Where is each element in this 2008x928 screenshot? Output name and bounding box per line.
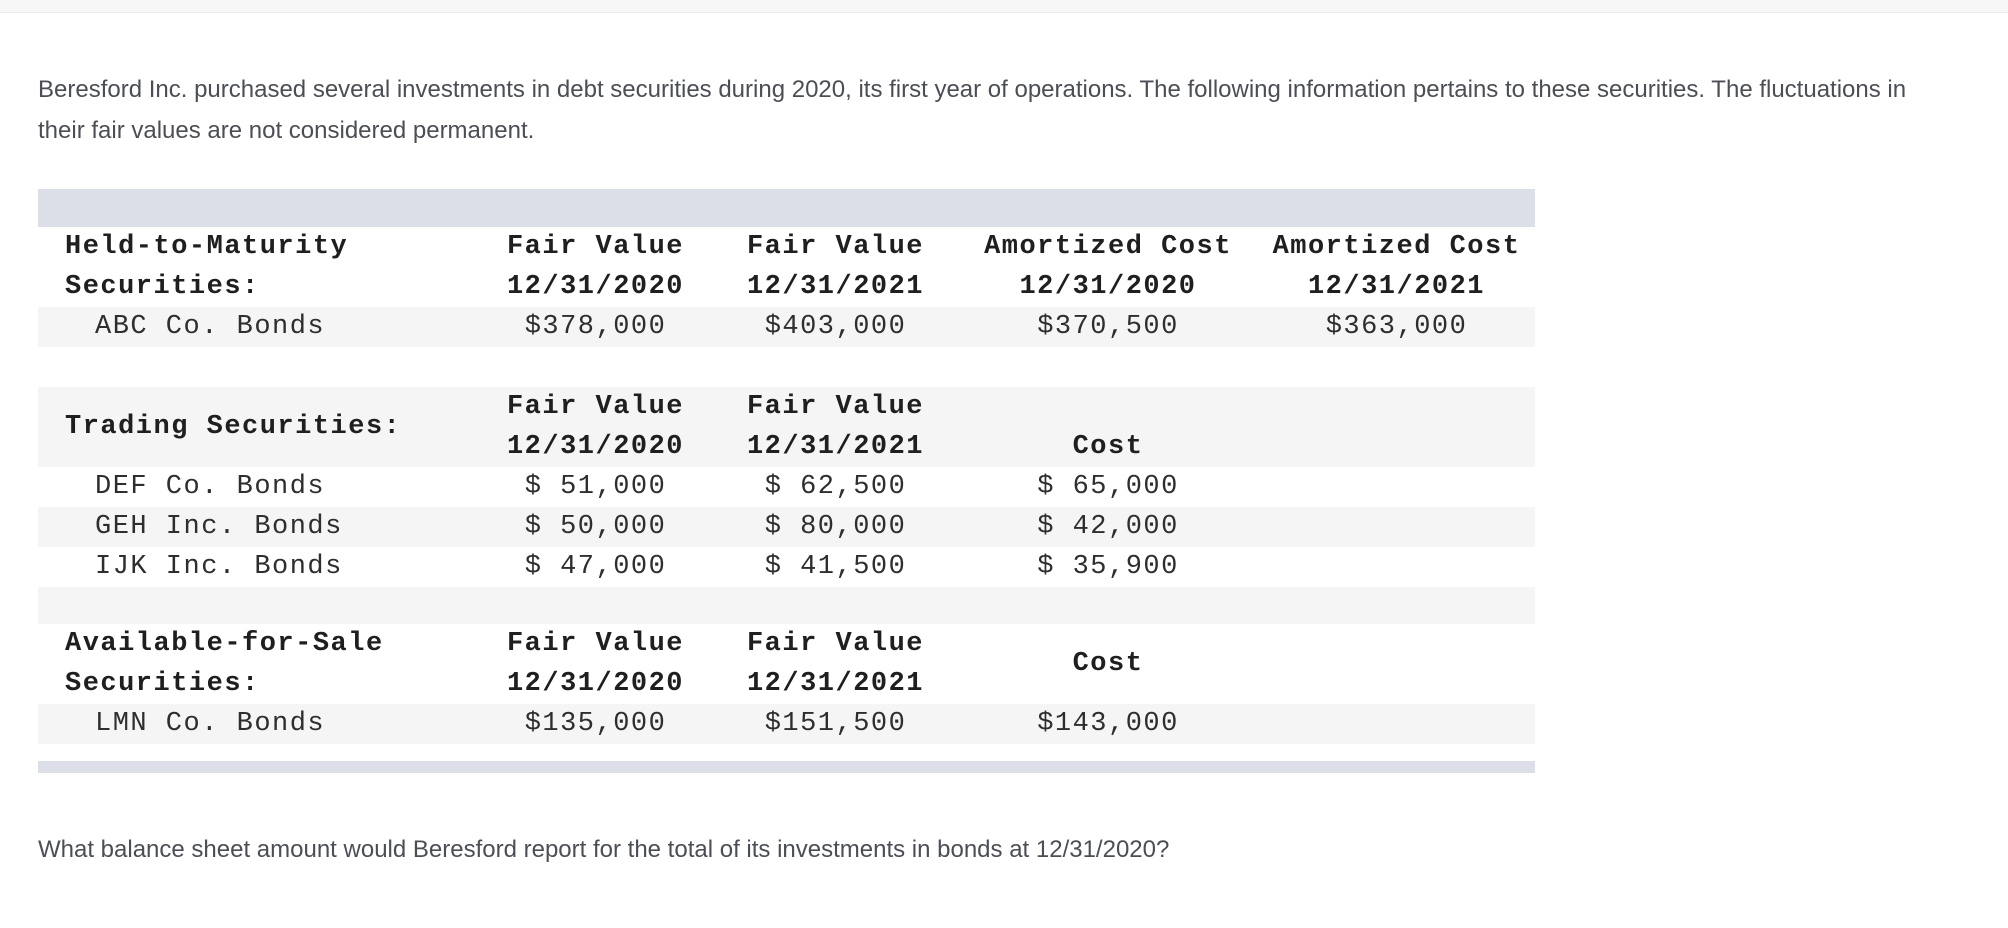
trading-header-row: Trading Securities: Fair Value 12/31/202…	[38, 387, 1535, 467]
table-bottom-band	[38, 761, 1535, 773]
problem-statement: Beresford Inc. purchased several investm…	[38, 76, 1907, 144]
row-label: DEF Co. Bonds	[95, 472, 326, 502]
cell-value: $ 42,000	[1037, 512, 1179, 542]
question-text: What balance sheet amount would Beresfor…	[38, 836, 1170, 863]
cell-value: $ 35,900	[1037, 552, 1179, 582]
table-row-ijk-bonds: IJK Inc. Bonds $ 47,000 $ 41,500 $ 35,90…	[38, 547, 1535, 587]
column-header-fair-value-2020: Fair Value 12/31/2020	[506, 629, 685, 699]
securities-table: Held-to-Maturity Securities: Fair Value …	[38, 189, 1535, 773]
afs-header-row: Available-for-Sale Securities: Fair Valu…	[38, 624, 1535, 704]
cell-value: $ 80,000	[764, 512, 907, 542]
column-header-cost: Cost	[1072, 432, 1144, 462]
cell-value: $370,500	[1037, 312, 1179, 342]
afs-section-title: Available-for-Sale Securities:	[38, 624, 478, 704]
section-title-line: Securities:	[65, 272, 260, 302]
column-header-fair-value-2020: Fair Value 12/31/2020	[506, 392, 685, 462]
column-header-fair-value-2020: Fair Value 12/31/2020	[506, 232, 685, 302]
column-header-fair-value-2021: Fair Value 12/31/2021	[746, 232, 925, 302]
cell-value: $ 51,000	[524, 472, 667, 502]
cell-empty	[1258, 704, 1535, 744]
table-top-band	[38, 189, 1535, 227]
row-label: ABC Co. Bonds	[95, 312, 326, 342]
table-bottom-gap	[38, 744, 1535, 761]
column-empty	[1258, 387, 1535, 467]
column-header-amortized-cost-2021: Amortized Cost 12/31/2021	[1272, 232, 1521, 302]
cell-value: $ 62,500	[764, 472, 907, 502]
column-header-cost: Cost	[1072, 649, 1144, 679]
table-row-lmn-bonds: LMN Co. Bonds $135,000 $151,500 $143,000	[38, 704, 1535, 744]
cell-value: $135,000	[524, 709, 667, 739]
section-gap	[38, 347, 1535, 387]
cell-value: $151,500	[764, 709, 907, 739]
cell-value: $ 41,500	[764, 552, 907, 582]
table-row-abc-bonds: ABC Co. Bonds $378,000 $403,000 $370,500…	[38, 307, 1535, 347]
table-row-def-bonds: DEF Co. Bonds $ 51,000 $ 62,500 $ 65,000	[38, 467, 1535, 507]
cell-empty	[1258, 547, 1535, 587]
cell-value: $403,000	[764, 312, 907, 342]
section-title-line: Available-for-Sale	[65, 629, 384, 659]
cell-value: $ 50,000	[524, 512, 667, 542]
cell-value: $378,000	[524, 312, 667, 342]
cell-empty	[1258, 507, 1535, 547]
cell-value: $143,000	[1037, 709, 1179, 739]
section-spacer	[38, 587, 1535, 624]
column-empty	[1258, 624, 1535, 704]
cell-value: $363,000	[1325, 312, 1468, 342]
top-bar	[0, 0, 2008, 13]
row-label: GEH Inc. Bonds	[95, 512, 343, 542]
row-label: LMN Co. Bonds	[95, 709, 326, 739]
htm-section-title: Held-to-Maturity Securities:	[38, 227, 478, 307]
column-header-amortized-cost-2020: Amortized Cost 12/31/2020	[984, 232, 1232, 302]
cell-empty	[1258, 467, 1535, 507]
trading-section-title: Trading Securities:	[65, 412, 402, 442]
column-header-fair-value-2021: Fair Value 12/31/2021	[746, 629, 925, 699]
cell-value: $ 47,000	[524, 552, 667, 582]
row-label: IJK Inc. Bonds	[95, 552, 343, 582]
column-header-fair-value-2021: Fair Value 12/31/2021	[746, 392, 925, 462]
section-title-line: Held-to-Maturity	[65, 232, 349, 262]
htm-header-row: Held-to-Maturity Securities: Fair Value …	[38, 227, 1535, 307]
cell-value: $ 65,000	[1037, 472, 1179, 502]
table-row-geh-bonds: GEH Inc. Bonds $ 50,000 $ 80,000 $ 42,00…	[38, 507, 1535, 547]
section-title-line: Securities:	[65, 669, 260, 699]
